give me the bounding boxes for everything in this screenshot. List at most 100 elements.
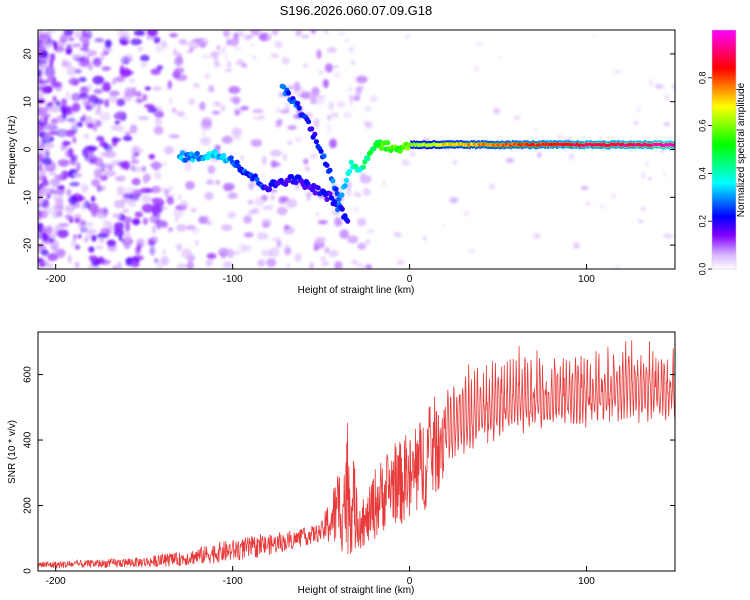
- spectrogram-noise-blob: [41, 40, 52, 50]
- spectrogram-ridge-point: [365, 155, 371, 162]
- spectrogram-noise-blob: [216, 45, 221, 51]
- spectrogram-ridge-point: [295, 100, 301, 106]
- spectrogram-noise-blob: [49, 106, 61, 113]
- spectrogram-ridge-point: [379, 145, 385, 151]
- spectrogram-noise-blob: [474, 41, 484, 47]
- spectrogram-noise-blob: [488, 183, 496, 190]
- spectrogram-noise-blob: [215, 179, 220, 185]
- y-tick-label: 10: [23, 96, 34, 108]
- spectrogram-noise-blob: [140, 54, 150, 62]
- spectrogram-noise-blob: [95, 120, 102, 127]
- spectrogram-noise-blob: [88, 246, 95, 253]
- spectrogram-noise-blob: [171, 107, 177, 113]
- spectrogram-noise-blob: [68, 195, 78, 206]
- spectrogram-noise-blob: [94, 37, 105, 43]
- spectrogram-noise-blob: [270, 160, 278, 168]
- spectrogram-noise-blob: [91, 178, 101, 187]
- spectrogram-noise-blob: [150, 185, 162, 194]
- spectrogram-noise-blob: [231, 127, 242, 137]
- spectrogram-noise-blob: [80, 183, 89, 193]
- spectrogram-noise-blob: [270, 52, 279, 59]
- spectrogram-ridge-point: [328, 195, 335, 201]
- spectrogram-noise-blob: [125, 222, 131, 232]
- spectrogram-noise-blob: [88, 255, 98, 262]
- spectrogram-noise-blob: [77, 234, 82, 239]
- snr-plot-area: [38, 332, 675, 571]
- spectrogram-noise-blob: [573, 242, 580, 250]
- spectrogram-noise-blob: [591, 33, 596, 38]
- spectrogram-noise-blob: [660, 149, 664, 153]
- spectrogram-noise-blob: [112, 265, 118, 269]
- spectrogram-noise-blob: [102, 81, 111, 92]
- spectrogram-noise-blob: [315, 212, 319, 216]
- spectrogram-noise-blob: [261, 155, 267, 166]
- spectrogram-noise-blob: [223, 187, 233, 192]
- spectrogram-noise-blob: [641, 172, 646, 180]
- spectrogram-noise-blob: [233, 250, 240, 255]
- spectrogram-noise-blob: [338, 32, 346, 36]
- spectrogram-noise-blob: [62, 58, 68, 68]
- spectrogram-noise-blob: [124, 87, 135, 97]
- spectrogram-noise-blob: [211, 102, 216, 106]
- spectrogram-noise-blob: [638, 219, 643, 223]
- spectrogram-noise-blob: [218, 247, 230, 257]
- spectrogram-noise-blob: [243, 232, 254, 238]
- spectrogram-noise-blob: [142, 175, 149, 184]
- spectrogram-noise-blob: [170, 192, 175, 198]
- spectrogram-noise-blob: [186, 261, 194, 269]
- spectrogram-noise-blob: [275, 106, 280, 114]
- colorbar-tick-label: 0.0: [697, 263, 707, 276]
- spectrogram-noise-blob: [41, 199, 50, 209]
- snr-x-label: Height of straight line (km): [298, 585, 415, 596]
- spectrogram-noise-blob: [93, 168, 103, 179]
- spectrogram-noise-blob: [226, 61, 232, 68]
- spectrogram-noise-blob: [48, 71, 55, 77]
- spectrogram-noise-blob: [65, 214, 73, 220]
- spectrogram-ridge-point: [348, 159, 354, 165]
- spectrogram-noise-blob: [102, 220, 113, 227]
- snr-frame: [37, 331, 676, 572]
- spectrogram-noise-blob: [228, 86, 241, 94]
- spectrogram-noise-blob: [441, 223, 446, 229]
- spectrogram-noise-blob: [92, 75, 105, 85]
- spectrogram-noise-blob: [282, 153, 287, 161]
- spectrogram-noise-blob: [364, 106, 372, 112]
- spectrogram-noise-blob: [359, 175, 372, 184]
- spectrogram-noise-blob: [147, 238, 153, 246]
- spectrogram-noise-blob: [96, 185, 103, 192]
- spectrogram-ridge-point: [313, 139, 319, 145]
- spectrogram-noise-blob: [95, 108, 101, 116]
- spectrogram-noise-blob: [633, 120, 639, 125]
- spectrogram-noise-blob: [108, 93, 118, 103]
- spectrogram-noise-blob: [357, 217, 367, 227]
- spectrogram-noise-blob: [270, 194, 275, 201]
- spectrogram-noise-blob: [248, 181, 255, 191]
- spectrogram-ridge-point: [342, 183, 348, 189]
- spectrogram-noise-blob: [344, 37, 349, 44]
- spectrogram-noise-blob: [404, 34, 411, 39]
- spectrogram-noise-blob: [134, 211, 143, 218]
- spectrogram-noise-blob: [128, 78, 136, 83]
- spectrogram-noise-blob: [353, 191, 360, 198]
- spectrogram-noise-blob: [65, 91, 70, 101]
- spectrogram-noise-blob: [135, 98, 144, 104]
- spectrogram-noise-blob: [48, 30, 56, 34]
- spectrogram-noise-blob: [52, 210, 59, 219]
- spectrogram-noise-blob: [118, 30, 128, 39]
- spectrogram-noise-blob: [60, 144, 67, 151]
- spectrogram-noise-blob: [211, 51, 218, 57]
- spectrogram-noise-blob: [251, 207, 260, 214]
- spectrogram-noise-blob: [207, 165, 216, 174]
- spectrogram-noise-blob: [234, 37, 240, 44]
- spectrogram-noise-blob: [141, 166, 146, 172]
- spectrogram-ridge-point: [345, 218, 351, 224]
- spectrogram-noise-blob: [366, 228, 375, 235]
- spectrogram-noise-blob: [199, 101, 206, 111]
- spectrogram-noise-blob: [288, 203, 293, 209]
- spectrogram-noise-blob: [87, 63, 94, 71]
- spectrogram-noise-blob: [251, 43, 255, 48]
- spectrogram-noise-blob: [188, 98, 196, 106]
- spectrogram-noise-blob: [123, 232, 132, 242]
- spectrogram-noise-blob: [150, 197, 163, 203]
- spectrogram-noise-blob: [99, 140, 106, 147]
